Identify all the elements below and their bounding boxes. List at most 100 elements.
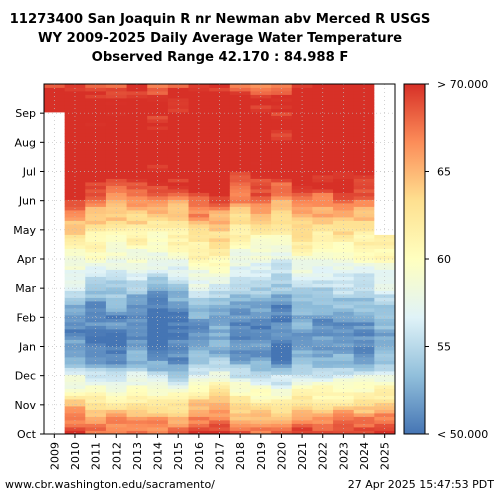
- heatmap-cell: [312, 245, 334, 249]
- heatmap-cell: [271, 185, 293, 190]
- x-tick-label: 2019: [255, 442, 268, 470]
- heatmap-cell: [147, 143, 169, 148]
- heatmap-cell: [126, 157, 148, 162]
- y-axis: Oct Nov Dec Jan Feb Mar Apr May Jun Jul Aug Sep: [13, 107, 44, 441]
- heatmap-cell: [147, 406, 169, 410]
- heatmap-cell: [64, 213, 86, 218]
- heatmap-cell: [250, 406, 272, 410]
- heatmap-cell: [188, 238, 210, 242]
- x-tick-label: 2014: [152, 442, 165, 470]
- colorbar-tick-label: > 70.000: [437, 78, 488, 91]
- heatmap-cell: [126, 283, 148, 288]
- heatmap-cell: [188, 308, 210, 312]
- heatmap-cell: [188, 353, 210, 358]
- heatmap-cell: [85, 252, 107, 256]
- heatmap-cell: [353, 332, 375, 337]
- heatmap-cell: [126, 133, 148, 137]
- heatmap-cell: [209, 353, 231, 358]
- heatmap-cell: [188, 280, 210, 284]
- heatmap-cell: [229, 115, 251, 120]
- heatmap-cell: [64, 301, 86, 305]
- heatmap-cell: [147, 255, 169, 260]
- heatmap-cell: [167, 98, 189, 102]
- heatmap-cell: [374, 101, 396, 106]
- heatmap-cell: [126, 325, 148, 330]
- heatmap-cell: [105, 329, 127, 333]
- heatmap-cell: [271, 87, 293, 92]
- heatmap-cell: [64, 360, 86, 365]
- heatmap-cell: [64, 241, 86, 246]
- heatmap-cell: [271, 283, 293, 288]
- heatmap-cell: [44, 133, 66, 137]
- heatmap-cell: [374, 301, 396, 305]
- heatmap-cell: [167, 182, 189, 186]
- heatmap-cell: [167, 238, 189, 242]
- heatmap-cell: [333, 269, 355, 274]
- heatmap-cell: [64, 350, 86, 354]
- heatmap-cell: [44, 196, 66, 200]
- heatmap-cell: [209, 220, 231, 225]
- heatmap-cell: [147, 332, 169, 337]
- heatmap-cell: [312, 238, 334, 242]
- heatmap-cell: [374, 339, 396, 344]
- heatmap-cell: [105, 416, 127, 421]
- heatmap-cell: [291, 392, 313, 396]
- heatmap-cell: [271, 329, 293, 333]
- heatmap-cell: [64, 392, 86, 396]
- heatmap-cell: [312, 360, 334, 365]
- heatmap-cell: [250, 336, 272, 340]
- heatmap-cell: [229, 227, 251, 232]
- heatmap-cell: [374, 217, 396, 221]
- heatmap-cell: [229, 87, 251, 92]
- heatmap-cell: [271, 105, 293, 109]
- heatmap-cell: [250, 357, 272, 361]
- heatmap-cell: [229, 420, 251, 424]
- heatmap-cell: [147, 129, 169, 134]
- heatmap-cell: [353, 241, 375, 246]
- heatmap-cell: [44, 322, 66, 326]
- heatmap-cell: [333, 378, 355, 382]
- heatmap-cell: [126, 245, 148, 249]
- heatmap-cell: [85, 210, 107, 214]
- heatmap-cell: [353, 353, 375, 358]
- heatmap-cell: [229, 129, 251, 134]
- heatmap-cell: [333, 196, 355, 200]
- heatmap-cell: [85, 112, 107, 116]
- heatmap-cell: [374, 161, 396, 165]
- heatmap-cell: [167, 101, 189, 106]
- heatmap-cell: [271, 423, 293, 428]
- heatmap-cell: [126, 185, 148, 190]
- heatmap-cell: [229, 196, 251, 200]
- heatmap-cell: [353, 350, 375, 354]
- heatmap-cell: [85, 332, 107, 337]
- heatmap-cell: [105, 409, 127, 414]
- heatmap-cell: [167, 269, 189, 274]
- heatmap-cell: [64, 304, 86, 309]
- heatmap-cell: [353, 269, 375, 274]
- heatmap-cell: [312, 126, 334, 130]
- heatmap-cell: [105, 248, 127, 253]
- heatmap-cell: [167, 199, 189, 204]
- x-tick-label: 2015: [172, 442, 185, 470]
- heatmap-cell: [85, 161, 107, 165]
- heatmap-cell: [333, 311, 355, 316]
- heatmap-cell: [209, 325, 231, 330]
- heatmap-cell: [229, 322, 251, 326]
- heatmap-cell: [105, 360, 127, 365]
- heatmap-cell: [353, 276, 375, 281]
- heatmap-cell: [271, 367, 293, 372]
- heatmap-cell: [229, 360, 251, 365]
- heatmap-cell: [250, 360, 272, 365]
- heatmap-cell: [147, 189, 169, 193]
- heatmap-cell: [250, 105, 272, 109]
- heatmap-cell: [374, 112, 396, 116]
- heatmap-cell: [333, 189, 355, 193]
- heatmap-cell: [312, 241, 334, 246]
- heatmap-cell: [64, 217, 86, 221]
- heatmap-cell: [167, 378, 189, 382]
- heatmap-cell: [167, 136, 189, 141]
- heatmap-cell: [229, 273, 251, 277]
- heatmap-cell: [209, 385, 231, 389]
- heatmap-cell: [333, 164, 355, 169]
- heatmap-cell: [105, 129, 127, 134]
